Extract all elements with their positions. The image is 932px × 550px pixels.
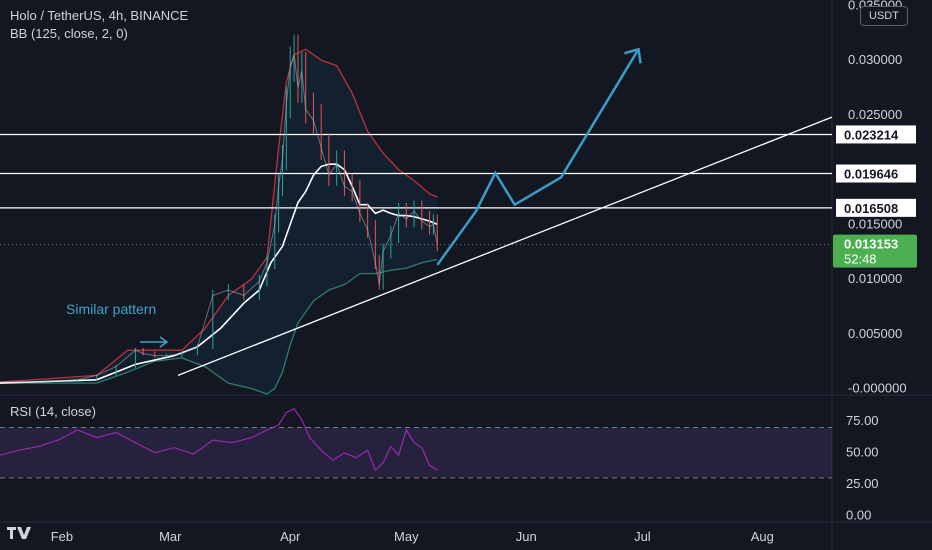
level-badge-label: 0.016508 [844,201,898,216]
price-tick-label: 0.005000 [848,326,902,341]
level-badge-label: 0.023214 [844,127,899,142]
projection-arrowhead [624,47,642,64]
support-trendline[interactable] [177,116,833,376]
level-badge[interactable] [836,198,916,217]
rsi-tick-label: 25.00 [846,476,879,491]
currency-button[interactable]: USDT [860,6,908,26]
price-tick-label: 0.015000 [848,216,902,231]
rsi-tick-label: 50.00 [846,445,879,460]
level-badge[interactable] [836,125,916,144]
time-tick-label: Apr [280,529,301,544]
price-line [0,54,438,383]
indicator-label[interactable]: BB (125, close, 2, 0) [10,26,128,41]
time-tick-label: Jun [516,529,537,544]
price-tick-label: 0.025000 [848,107,902,122]
bar-countdown-label: 52:48 [844,252,877,267]
bb-basis-line [0,163,438,384]
annotation-arrowhead [159,336,169,348]
price-tick-label: -0.000000 [848,381,907,396]
time-tick-label: Feb [51,529,73,544]
rsi-label[interactable]: RSI (14, close) [10,404,96,419]
bb-fill [0,49,438,394]
time-axis[interactable]: Feb Mar Apr May Jun Jul Aug [51,529,774,544]
annotation-text[interactable]: Similar pattern [66,301,157,317]
rsi-tick-label: 0.00 [846,508,871,523]
price-tick-label: 0.030000 [848,52,902,67]
time-tick-label: Mar [159,529,182,544]
level-badge-label: 0.019646 [844,167,898,182]
time-tick-label: Jul [634,529,651,544]
time-tick-label: Aug [751,529,774,544]
current-price-label: 0.013153 [844,237,898,252]
rsi-band [0,427,832,479]
rsi-tick-label: 75.00 [846,413,879,428]
tradingview-logo-icon [7,527,31,539]
projection-path[interactable] [436,48,640,266]
time-tick-label: May [394,529,419,544]
rsi-series [0,407,438,472]
symbol-title[interactable]: Holo / TetherUS, 4h, BINANCE [10,8,189,23]
price-axis[interactable]: -0.0000000.0050000.0100000.0150000.02000… [833,0,917,523]
rsi-line [0,407,438,472]
level-badge[interactable] [836,164,916,183]
price-tick-label: 0.010000 [848,271,902,286]
horizontal-levels[interactable] [0,133,832,246]
drawings[interactable] [140,47,833,376]
price-series [0,34,438,383]
rsi-band-fill [0,427,832,478]
current-price-badge[interactable] [833,234,917,268]
